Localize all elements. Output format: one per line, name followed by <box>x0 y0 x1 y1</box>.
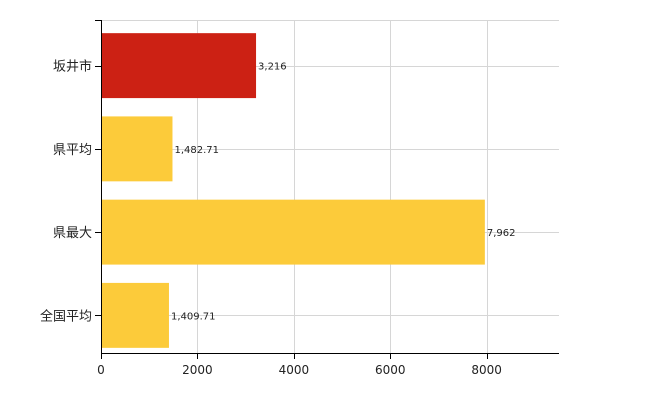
data-label-0: 3,216 <box>258 62 287 73</box>
bar-2 <box>102 199 485 265</box>
axes <box>95 20 559 359</box>
x-tick-label-1: 2000 <box>182 363 213 377</box>
x-tick-label-4: 8000 <box>471 363 502 377</box>
data-label-3: 1,409.71 <box>171 311 216 322</box>
data-label-2: 7,962 <box>487 228 516 239</box>
bars <box>102 33 485 348</box>
x-tick-label-3: 6000 <box>375 363 406 377</box>
data-label-1: 1,482.71 <box>174 145 219 156</box>
category-label-2: 県最大 <box>53 226 92 241</box>
category-label-1: 県平均 <box>53 143 92 158</box>
x-tick-label-2: 4000 <box>279 363 310 377</box>
bar-3 <box>102 282 169 348</box>
category-label-3: 全国平均 <box>40 308 92 324</box>
category-label-0: 坂井市 <box>53 59 92 75</box>
bar-1 <box>102 116 173 182</box>
x-tick-label-0: 0 <box>97 363 105 377</box>
bar-0 <box>102 33 257 99</box>
labels: 0 2000 4000 6000 8000 坂井市 3,216 県平均 1,482.71 県最大 7… <box>40 59 516 377</box>
